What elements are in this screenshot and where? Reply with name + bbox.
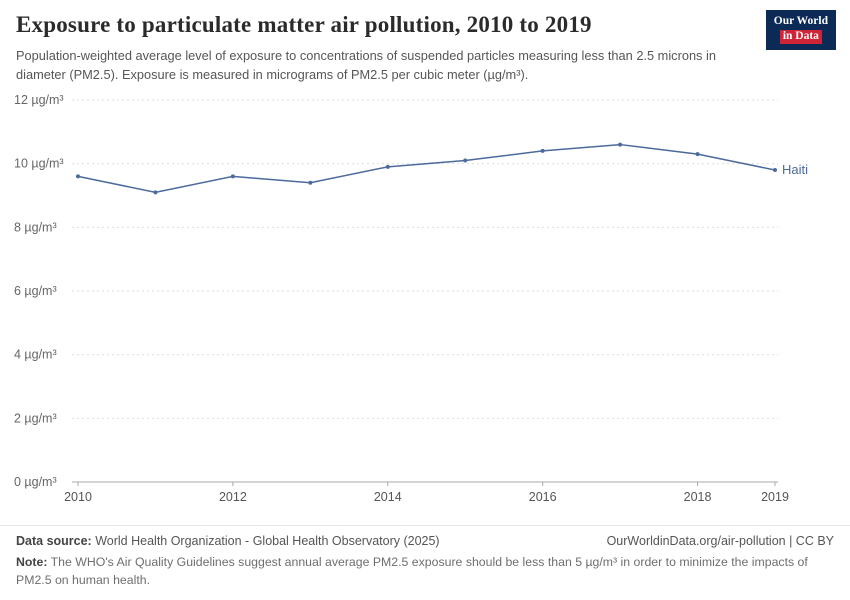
y-tick-label-6: 6 µg/m³ (14, 284, 57, 298)
x-tick-label-2012: 2012 (219, 490, 247, 504)
y-tick-label-8: 8 µg/m³ (14, 221, 57, 235)
owid-logo-line1: Our World (773, 15, 828, 27)
owid-logo-line2: in Data (779, 30, 822, 45)
data-source-text: World Health Organization - Global Healt… (95, 534, 440, 549)
data-point-haiti-2018 (695, 152, 700, 157)
footnote-text: The WHO's Air Quality Guidelines suggest… (16, 555, 808, 588)
chart-subtitle: Population-weighted average level of exp… (16, 48, 716, 83)
series-line-haiti (77, 144, 776, 194)
x-tick-label-2019: 2019 (761, 490, 789, 504)
y-tick-label-4: 4 µg/m³ (14, 348, 57, 362)
source-row: Data source: World Health Organization -… (16, 534, 834, 548)
y-tick-label-10: 10 µg/m³ (14, 157, 64, 171)
x-tick-label-2010: 2010 (64, 490, 92, 504)
x-tick-label-2014: 2014 (374, 490, 402, 504)
chart-header: Exposure to particulate matter air pollu… (0, 0, 850, 84)
line-chart: 0 µg/m³ 2 µg/m³ 4 µg/m³ 6 µg/m³ 8 µg/m³ 10 µg… (14, 93, 808, 504)
data-point-haiti-2019 (773, 168, 777, 173)
data-source: Data source: World Health Organization -… (16, 534, 440, 548)
credit-link[interactable]: OurWorldinData.org/air-pollution | CC BY (606, 534, 834, 549)
chart-footer: Data source: World Health Organization -… (0, 525, 850, 600)
x-tick-label-2018: 2018 (684, 490, 712, 504)
data-point-haiti-2010 (76, 174, 80, 179)
data-point-haiti-2015 (463, 158, 468, 163)
page-title: Exposure to particulate matter air pollu… (16, 12, 592, 37)
data-point-haiti-2016 (540, 149, 545, 154)
data-source-label: Data source: (16, 534, 92, 549)
data-point-haiti-2012 (230, 174, 235, 179)
series-label-haiti: Haiti (782, 162, 808, 177)
data-point-haiti-2017 (618, 142, 623, 147)
owid-logo: Our World in Data (765, 10, 836, 51)
y-tick-label-0: 0 µg/m³ (14, 475, 57, 489)
footnote: Note: The WHO's Air Quality Guidelines s… (16, 554, 816, 590)
data-point-haiti-2013 (308, 181, 313, 186)
x-tick-label-2016: 2016 (529, 490, 557, 504)
footnote-label: Note: (16, 555, 48, 570)
data-point-haiti-2011 (153, 190, 158, 195)
y-tick-label-2: 2 µg/m³ (14, 412, 57, 426)
data-point-haiti-2014 (385, 165, 390, 170)
y-tick-label-12: 12 µg/m³ (14, 93, 64, 107)
chart-area: 0 µg/m³ 2 µg/m³ 4 µg/m³ 6 µg/m³ 8 µg/m³ 10 µg… (0, 88, 850, 516)
